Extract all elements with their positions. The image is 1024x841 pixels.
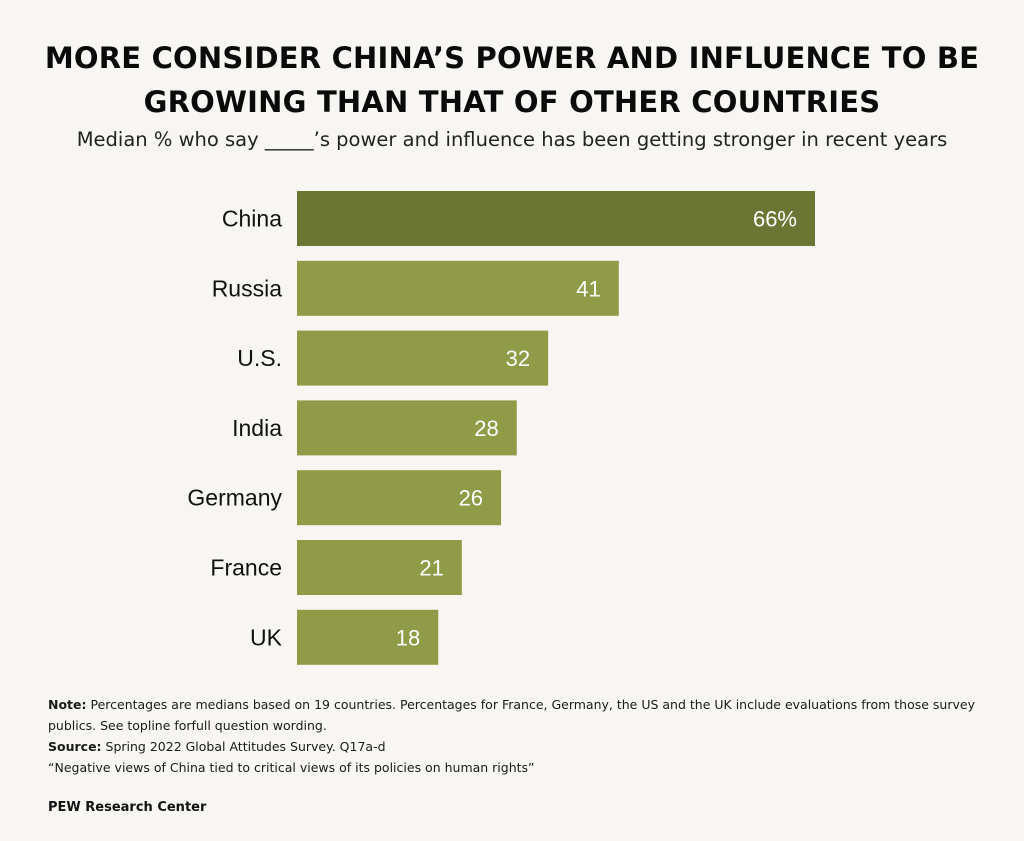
- category-label: Russia: [212, 275, 283, 301]
- source: Source: Spring 2022 Global Attitudes Sur…: [48, 736, 988, 757]
- data-label: 18: [396, 625, 420, 650]
- category-label: India: [232, 415, 282, 441]
- data-label: 66%: [753, 207, 797, 232]
- chart-subtitle: Median % who say _____’s power and influ…: [76, 128, 948, 151]
- chart-title-line-2: GROWING THAN THAT OF OTHER COUNTRIES: [143, 85, 881, 119]
- category-label: UK: [250, 624, 283, 650]
- data-label: 28: [474, 416, 498, 441]
- chart-notes: Note: Percentages are medians based on 1…: [48, 694, 988, 778]
- category-label: Germany: [187, 485, 282, 511]
- category-label: U.S.: [237, 345, 282, 371]
- category-label: China: [222, 206, 282, 232]
- data-label: 41: [576, 276, 600, 301]
- bar-us: [297, 330, 549, 386]
- pew-logo-text: PEW Research Center: [48, 800, 207, 815]
- chart-title-line-1: MORE CONSIDER CHINA’S POWER AND INFLUENC…: [44, 41, 980, 75]
- note-text: Percentages are medians based on 19 coun…: [48, 697, 975, 733]
- source-label: Source:: [48, 739, 102, 754]
- source-text: Spring 2022 Global Attitudes Survey. Q17…: [101, 739, 386, 754]
- data-label: 32: [506, 346, 530, 371]
- chart-title: MORE CONSIDER CHINA’S POWER AND INFLUENC…: [0, 36, 1024, 124]
- bar-germany: [297, 470, 502, 526]
- data-label: 26: [459, 486, 483, 511]
- data-label: 21: [419, 556, 443, 581]
- bar-india: [297, 400, 517, 456]
- bar-france: [297, 540, 462, 595]
- category-label: France: [210, 555, 282, 581]
- bar-uk: [297, 609, 439, 665]
- note: Note: Percentages are medians based on 1…: [48, 694, 988, 736]
- bar-china: [297, 191, 815, 246]
- bar-russia: [297, 260, 619, 316]
- report-title: “Negative views of China tied to critica…: [48, 760, 535, 775]
- note-label: Note:: [48, 697, 87, 712]
